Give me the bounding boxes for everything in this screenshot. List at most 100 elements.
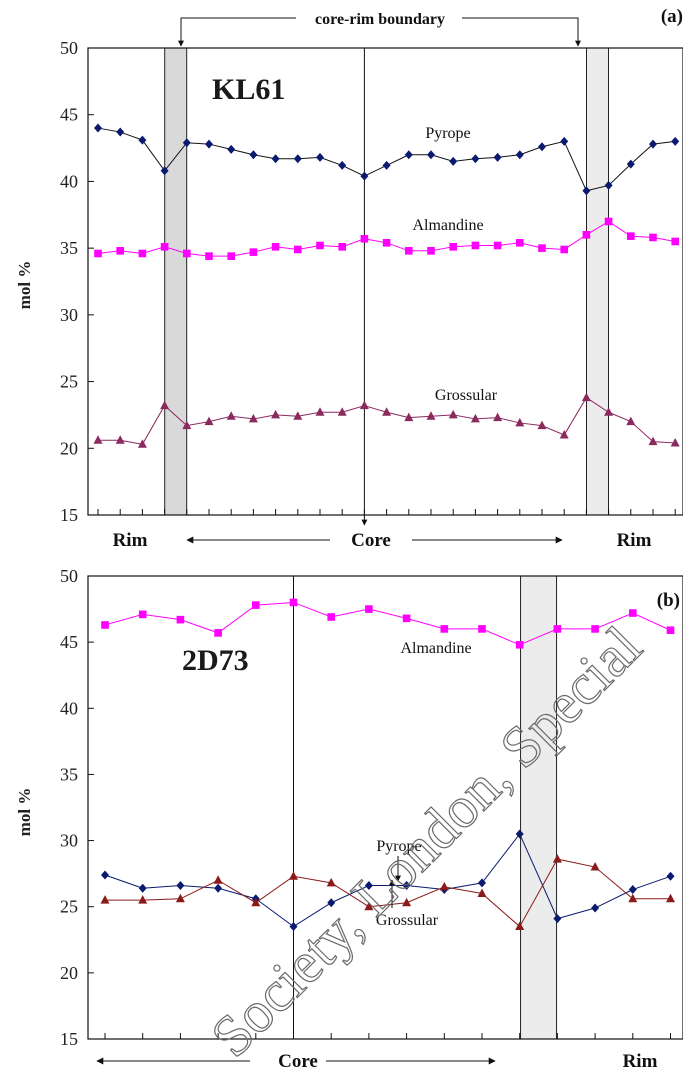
data-point	[160, 166, 169, 176]
watermark: Society, London, Special	[198, 614, 654, 1070]
data-point	[316, 241, 324, 250]
data-point	[94, 123, 102, 133]
core-rim-boundary-bands	[520, 575, 558, 1040]
y-tick-label: 30	[60, 831, 78, 851]
data-point	[248, 413, 258, 423]
data-point	[252, 601, 260, 609]
data-point	[478, 878, 486, 888]
series-line	[104, 601, 671, 646]
y-tick-label: 30	[60, 305, 78, 325]
boundary-bracket-left	[178, 17, 296, 47]
panel-letter: (a)	[661, 6, 683, 27]
data-point	[137, 439, 147, 448]
series-label-grossular: Grossular	[376, 912, 439, 929]
data-point	[591, 903, 600, 913]
series-label-pyrope: Pyrope	[425, 125, 470, 142]
y-tick-label: 40	[60, 698, 78, 718]
series-pyrope	[101, 829, 675, 932]
boundary-band	[164, 47, 188, 516]
data-point	[115, 435, 125, 444]
data-point	[515, 150, 524, 160]
data-point	[649, 139, 657, 149]
series-pyrope	[94, 123, 680, 196]
data-point	[382, 160, 391, 170]
data-point	[591, 625, 599, 633]
data-point	[138, 895, 148, 904]
data-point	[360, 171, 369, 181]
data-point	[626, 159, 635, 169]
data-point	[471, 241, 480, 250]
bottom-label-rim-right: Rim	[623, 1051, 658, 1072]
data-point	[382, 407, 392, 416]
data-point	[359, 400, 369, 410]
y-tick-label: 50	[60, 38, 78, 58]
data-point	[405, 247, 413, 255]
data-point	[271, 243, 280, 251]
data-point	[538, 142, 546, 152]
bottom-label-core: Core	[351, 530, 391, 551]
y-tick-label: 15	[60, 505, 78, 525]
y-tick-label: 20	[60, 963, 78, 983]
data-point	[649, 233, 657, 242]
plot-frame	[87, 47, 683, 516]
data-point	[294, 245, 302, 254]
y-tick-label: 50	[60, 566, 78, 586]
data-point	[338, 243, 346, 251]
data-point	[382, 239, 391, 247]
y-tick-label: 35	[60, 764, 78, 784]
y-tick-label: 40	[60, 171, 78, 191]
core-rim-boundary-bands	[164, 47, 609, 516]
data-point	[626, 416, 636, 426]
data-point	[553, 914, 562, 924]
data-point	[214, 883, 223, 893]
data-point	[493, 241, 502, 250]
data-point	[628, 885, 637, 895]
series-label-grossular: Grossular	[435, 387, 498, 404]
sample-label: 2D73	[182, 644, 249, 677]
data-point	[671, 136, 680, 146]
data-point	[477, 888, 487, 897]
data-point	[537, 420, 547, 430]
data-point	[271, 409, 281, 419]
data-point	[213, 875, 223, 884]
data-point	[581, 392, 591, 402]
y-axis-label: mol %	[15, 788, 34, 837]
data-point	[449, 156, 458, 166]
boundary-bracket-right	[462, 17, 581, 47]
data-point	[560, 245, 568, 254]
data-point	[360, 235, 369, 243]
data-point	[365, 605, 373, 613]
data-point	[493, 152, 502, 162]
data-point	[138, 883, 147, 893]
data-point	[289, 598, 298, 607]
data-point	[249, 248, 258, 256]
data-point	[515, 829, 524, 839]
series-almandine	[94, 217, 679, 260]
y-axis-ticks: 15 20 25 30 35 40 45 50	[60, 38, 94, 525]
data-point	[404, 150, 413, 160]
data-point	[402, 614, 411, 623]
y-tick-label: 45	[60, 632, 78, 652]
data-point	[364, 901, 374, 911]
data-point	[478, 625, 486, 633]
data-point	[440, 625, 449, 633]
data-point	[101, 621, 109, 629]
data-point	[327, 613, 335, 621]
data-point	[251, 897, 261, 907]
data-point	[515, 921, 525, 931]
data-point	[628, 893, 638, 903]
y-axis-label: mol %	[15, 261, 34, 310]
data-point	[670, 437, 680, 447]
series-label-pyrope: Pyrope	[376, 838, 421, 855]
data-point	[176, 615, 185, 624]
boundary-band	[520, 575, 558, 1040]
data-point	[175, 893, 185, 903]
data-point	[604, 180, 613, 190]
data-point	[604, 407, 614, 416]
data-point	[293, 154, 302, 164]
data-point	[402, 881, 411, 891]
data-point	[327, 898, 336, 908]
data-point	[671, 237, 679, 246]
data-point	[205, 139, 213, 149]
